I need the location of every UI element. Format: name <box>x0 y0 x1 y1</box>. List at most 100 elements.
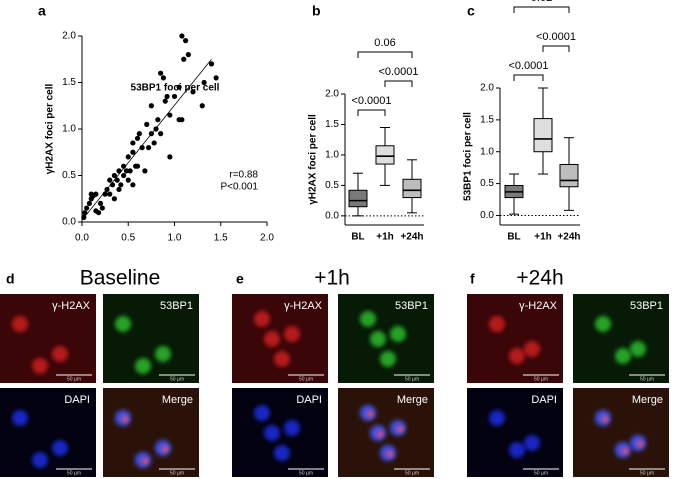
focus <box>387 451 393 457</box>
scale-label: 50 µm <box>299 376 313 382</box>
y-tick-label: 0.0 <box>62 217 76 228</box>
p-value: 0.06 <box>374 37 395 49</box>
point <box>111 196 117 202</box>
nucleus <box>615 348 631 364</box>
y-tick-label: 2.0 <box>480 83 494 94</box>
significance-bracket <box>513 6 570 13</box>
point <box>134 163 141 169</box>
scale-label: 50 µm <box>170 470 184 476</box>
point <box>179 33 185 39</box>
nucleus <box>524 435 540 451</box>
scale-label: 50 µm <box>67 470 81 476</box>
scale-label: 50 µm <box>534 470 548 476</box>
y-tick-label: 0.5 <box>62 170 76 181</box>
x-tick-label: BL <box>351 232 364 243</box>
channel-label: γ-H2AX <box>519 300 558 312</box>
channel-label: DAPI <box>531 394 557 406</box>
nucleus <box>12 410 28 426</box>
y-tick-label: 1.0 <box>325 150 339 161</box>
point <box>121 172 127 179</box>
nucleus <box>32 358 48 374</box>
focus <box>367 411 373 417</box>
scale-label: 50 µm <box>170 376 184 382</box>
x-tick-label: 0.0 <box>75 233 89 244</box>
y-tick-label: 0.5 <box>480 178 494 189</box>
nucleus <box>274 445 290 461</box>
p-value: <0.0001 <box>351 95 391 107</box>
point <box>130 140 136 146</box>
point <box>111 172 117 179</box>
focus <box>142 458 148 464</box>
point <box>181 56 187 62</box>
point <box>179 117 185 123</box>
y-tick-label: 1.5 <box>62 77 76 88</box>
x-tick-label: +1h <box>376 232 394 243</box>
panel-title: Baseline <box>80 267 161 290</box>
nucleus <box>630 341 646 357</box>
point <box>109 182 116 188</box>
scale-label: 50 µm <box>640 376 654 382</box>
scale-label: 50 µm <box>405 376 419 382</box>
box <box>402 178 422 199</box>
panel-letter: f <box>470 271 475 287</box>
focus <box>397 426 403 432</box>
panel-letter: a <box>38 3 46 19</box>
point <box>125 177 131 183</box>
panel-title: +24h <box>516 267 563 290</box>
point <box>97 200 104 206</box>
point <box>116 168 122 174</box>
annotation: P<0.001 <box>220 182 258 193</box>
point <box>208 61 215 67</box>
point <box>190 89 196 95</box>
nucleus <box>489 316 505 332</box>
point <box>125 154 131 160</box>
point <box>130 182 136 188</box>
nucleus <box>524 341 540 357</box>
point <box>155 117 161 123</box>
significance-bracket <box>542 45 570 52</box>
channel-label: DAPI <box>64 394 90 406</box>
p-value: <0.0001 <box>536 31 576 43</box>
y-tick-label: 2.0 <box>325 89 339 100</box>
point <box>153 126 159 132</box>
scale-label: 50 µm <box>299 470 313 476</box>
point <box>104 186 110 193</box>
channel-label: γ-H2AX <box>284 300 323 312</box>
annotation: r=0.88 <box>229 170 258 181</box>
point <box>171 93 178 100</box>
nucleus <box>390 326 406 342</box>
point <box>158 70 164 76</box>
x-tick-label: 0.5 <box>121 233 135 244</box>
y-tick-label: 1.0 <box>62 124 76 135</box>
y-tick-label: 0.0 <box>325 211 339 222</box>
point <box>84 205 90 211</box>
point <box>185 52 191 58</box>
y-tick-label: 1.5 <box>480 115 494 126</box>
scale-label: 50 µm <box>640 470 654 476</box>
focus <box>122 416 128 422</box>
box <box>348 189 368 208</box>
nucleus <box>264 331 280 347</box>
y-tick-label: 0.5 <box>325 180 339 191</box>
point <box>99 205 105 211</box>
panel-letter: b <box>312 3 321 19</box>
y-axis-label: γH2AX foci per cell <box>45 83 56 174</box>
point <box>136 131 142 137</box>
point <box>107 177 113 183</box>
point <box>146 145 152 151</box>
point <box>213 75 219 81</box>
channel-label: γ-H2AX <box>52 300 91 312</box>
significance-bracket <box>357 51 413 58</box>
point <box>201 79 207 86</box>
nucleus <box>12 316 28 332</box>
point <box>148 131 154 137</box>
significance-bracket <box>513 74 544 81</box>
point <box>162 98 168 104</box>
channel-label: 53BP1 <box>395 300 428 312</box>
point <box>148 103 154 109</box>
point <box>134 135 141 141</box>
point <box>167 112 173 118</box>
point <box>102 191 108 197</box>
point <box>123 168 129 174</box>
x-tick-label: BL <box>507 232 520 243</box>
